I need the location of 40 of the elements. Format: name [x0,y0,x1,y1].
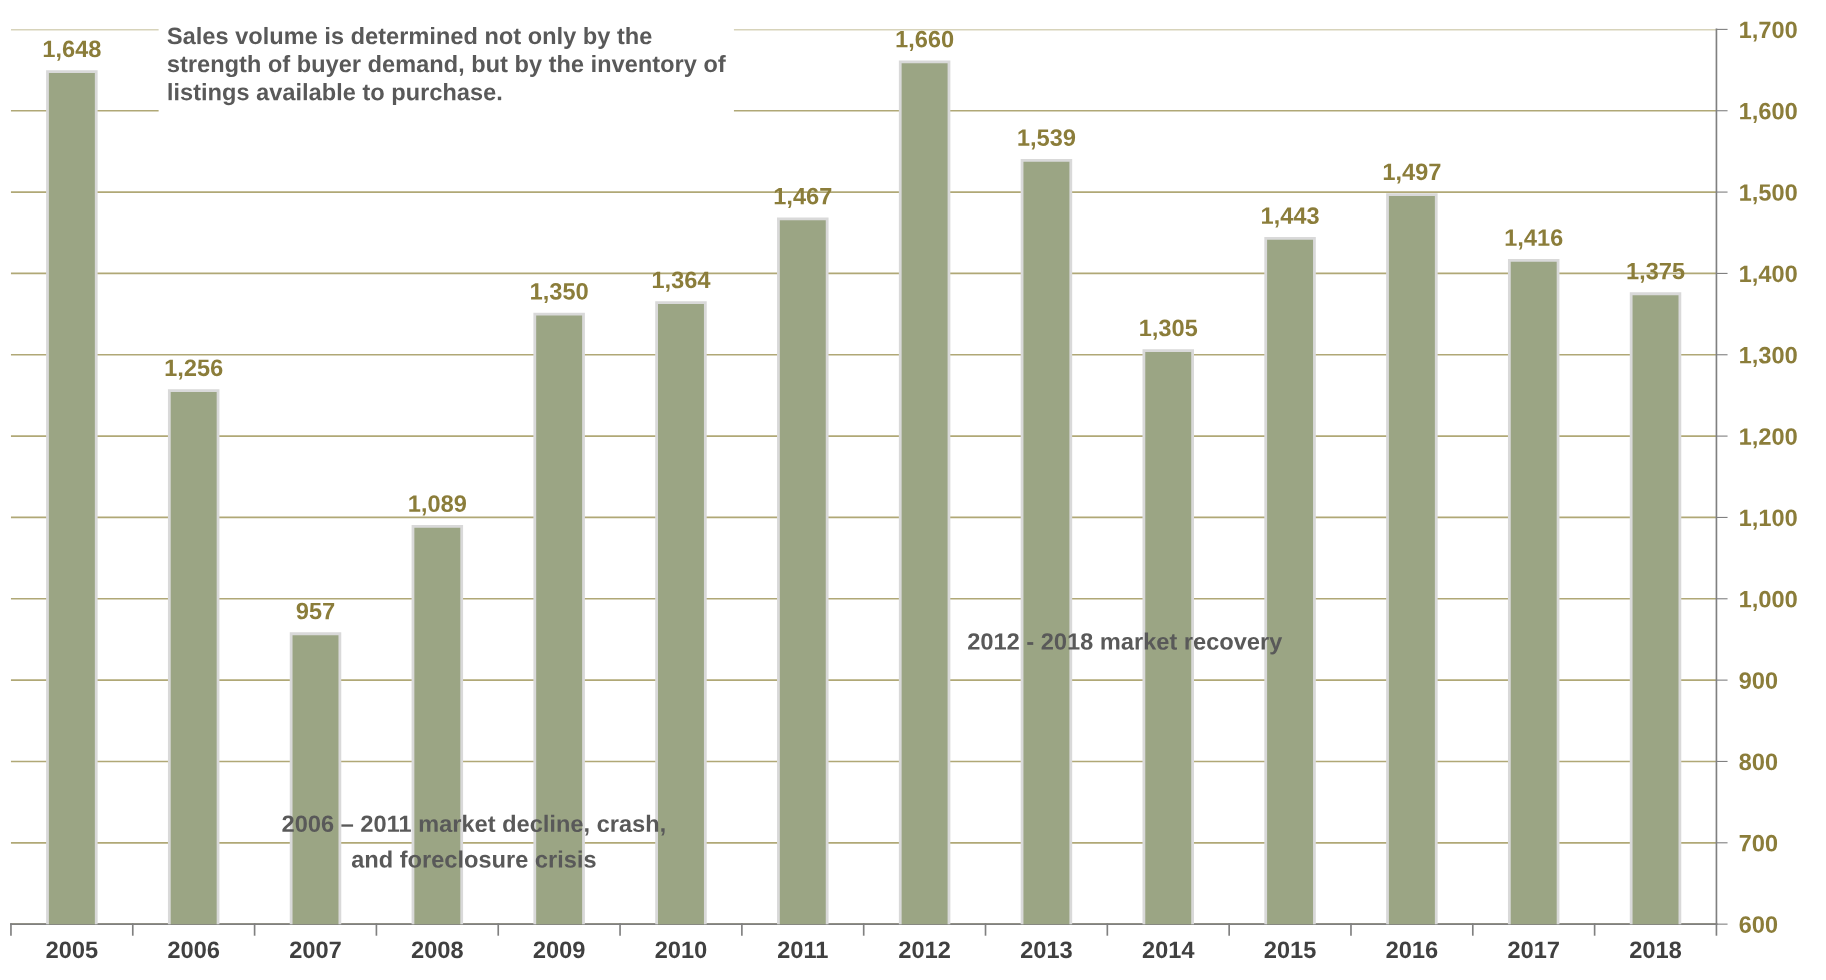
y-tick-label: 1,400 [1740,265,1797,286]
data-label: 1,539 [1018,129,1076,150]
x-tick-label: 2011 [778,941,828,959]
y-tick-label: 1,300 [1740,346,1797,367]
y-tick-label: 700 [1739,834,1778,852]
x-tick-label: 2013 [1020,941,1072,959]
y-tick-label: 1,100 [1740,509,1797,530]
y-tick-label: 1,000 [1740,590,1797,611]
data-label: 1,364 [652,271,711,292]
data-label: 1,497 [1383,163,1441,184]
x-tick-label: 2016 [1386,941,1438,959]
data-label: 1,350 [531,282,588,304]
x-tick-label: 2009 [533,941,585,959]
data-label: 1,089 [409,495,466,516]
x-tick-label: 2012 [899,941,950,959]
annotation: Sales volume is determined not only by the strength of buyer demand, but by the inventory of listings available to purchase. [167,26,726,106]
y-tick-label: 900 [1739,672,1778,689]
x-tick-label: 2007 [290,941,341,959]
x-tick-label: 2005 [46,941,98,959]
x-tick-label: 2010 [655,941,707,959]
y-tick-label: 600 [1739,916,1778,933]
x-tick-label: 2014 [1142,941,1195,959]
data-label: 1,305 [1140,319,1198,340]
data-label: 1,660 [896,30,954,51]
x-tick-label: 2006 [168,941,220,959]
data-label: 1,416 [1505,229,1563,250]
data-label: 1,648 [43,40,101,61]
x-tick-label: 2017 [1508,941,1559,959]
y-tick-label: 1,200 [1740,428,1797,449]
x-tick-label: 2015 [1264,941,1316,959]
y-tick-label: 1,500 [1740,184,1797,205]
y-tick-label: 1,700 [1740,21,1797,42]
x-tick-label: 2008 [411,941,463,959]
y-tick-label: 800 [1739,753,1778,771]
data-label: 1,467 [774,187,832,208]
y-tick-label: 1,600 [1740,102,1797,123]
data-label: 1,256 [165,359,223,380]
x-tick-label: 2018 [1630,941,1682,959]
data-label: 1,443 [1262,207,1319,228]
data-label: 957 [296,602,335,620]
